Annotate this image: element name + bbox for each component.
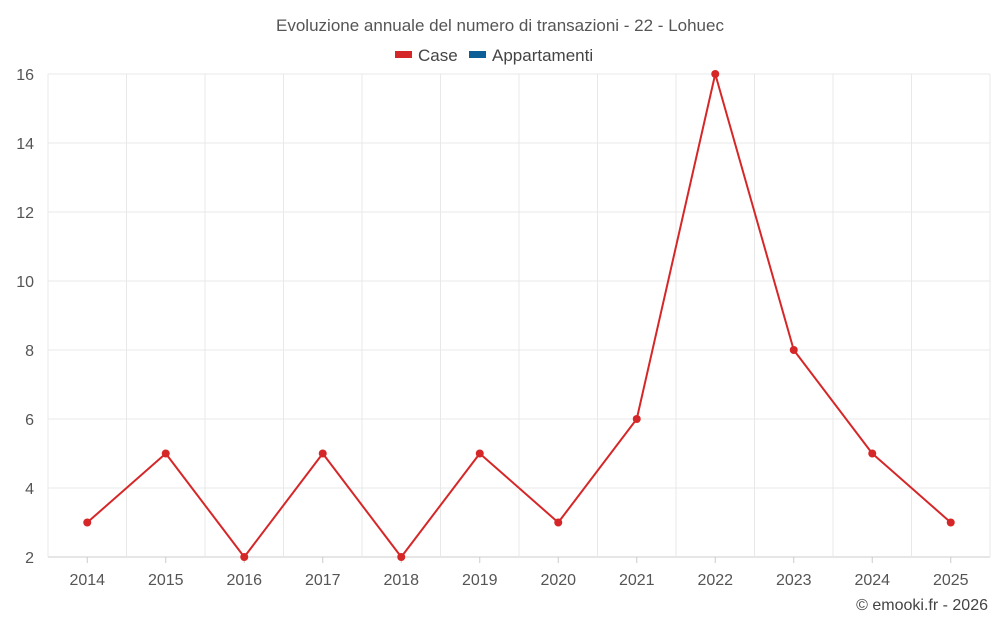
- x-tick-label: 2024: [854, 572, 890, 589]
- data-point[interactable]: [475, 449, 484, 458]
- data-point[interactable]: [711, 70, 720, 78]
- data-point[interactable]: [789, 346, 798, 354]
- legend-label-case: Case: [418, 46, 458, 65]
- x-tick-label: 2015: [148, 572, 184, 589]
- y-tick-label: 16: [16, 67, 34, 84]
- legend-swatch-case: [395, 51, 412, 58]
- x-tick-label: 2021: [619, 572, 655, 589]
- x-tick-label: 2023: [776, 572, 812, 589]
- y-tick-label: 10: [16, 274, 34, 291]
- x-tick-label: 2018: [383, 572, 419, 589]
- series-line-case: [86, 73, 952, 558]
- data-point[interactable]: [632, 415, 641, 423]
- x-tick-label: 2025: [933, 572, 969, 589]
- y-tick-label: 4: [25, 481, 34, 498]
- credit-text: © emooki.fr - 2026: [856, 597, 988, 614]
- y-tick-label: 2: [25, 550, 34, 567]
- data-point[interactable]: [161, 449, 170, 458]
- x-tick-label: 2014: [69, 572, 105, 589]
- x-axis-ticks: 2014 2015 2016 2017 2018 2019 2020 2021 2022 2023…: [69, 557, 969, 589]
- data-point[interactable]: [868, 449, 877, 458]
- x-tick-label: 2016: [226, 572, 262, 589]
- x-tick-label: 2020: [540, 572, 576, 589]
- legend-swatch-appartamenti: [469, 51, 486, 58]
- data-point[interactable]: [318, 449, 327, 458]
- legend-label-appartamenti: Appartamenti: [492, 46, 593, 65]
- y-tick-label: 14: [16, 136, 34, 153]
- x-tick-label: 2017: [305, 572, 341, 589]
- legend: Case Appartamenti: [395, 46, 593, 65]
- legend-item-case[interactable]: Case: [395, 46, 458, 65]
- data-point[interactable]: [554, 518, 563, 527]
- y-tick-label: 8: [25, 343, 34, 360]
- data-point[interactable]: [397, 553, 406, 561]
- data-point[interactable]: [240, 553, 249, 561]
- x-tick-label: 2022: [697, 572, 733, 589]
- data-point[interactable]: [946, 518, 955, 527]
- legend-item-appartamenti[interactable]: Appartamenti: [469, 46, 593, 65]
- series-lines: [86, 73, 952, 558]
- series-points: [83, 70, 955, 561]
- y-axis-ticks: 2 4 6 8 10 12 14 16: [16, 67, 34, 567]
- grid: [47, 73, 991, 558]
- y-tick-label: 12: [16, 205, 34, 222]
- x-tick-label: 2019: [462, 572, 498, 589]
- chart-title: Evoluzione annuale del numero di transaz…: [276, 16, 724, 35]
- y-tick-label: 6: [25, 412, 34, 429]
- data-point[interactable]: [83, 518, 92, 527]
